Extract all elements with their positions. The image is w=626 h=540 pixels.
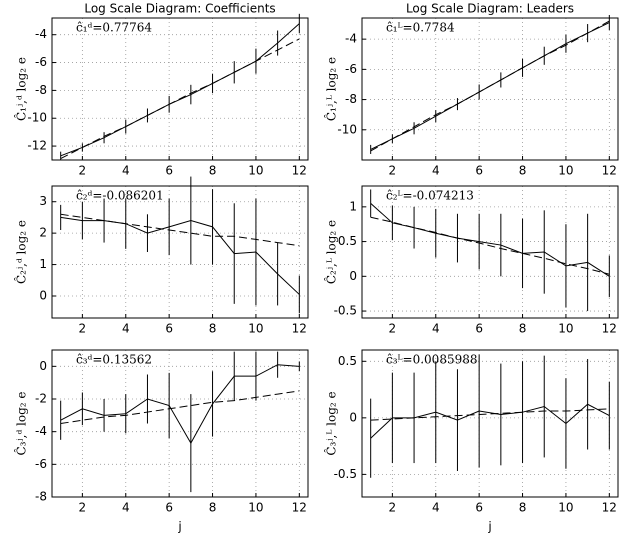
fit-line xyxy=(370,408,610,421)
y-tick-label: -8 xyxy=(35,490,47,504)
x-tick-label: 10 xyxy=(558,164,573,178)
x-tick-label: 2 xyxy=(389,164,397,178)
x-tick-label: 8 xyxy=(209,501,217,515)
x-tick-label: 4 xyxy=(122,322,130,336)
x-tick-label: 12 xyxy=(602,164,617,178)
x-tick-label: 2 xyxy=(79,164,87,178)
fit-line xyxy=(60,213,300,247)
y-tick-label: -4 xyxy=(35,424,47,438)
x-tick-label: 4 xyxy=(432,322,440,336)
y-tick-label: -4 xyxy=(345,32,357,46)
y-tick-label: 0 xyxy=(39,289,47,303)
y-tick-label: -8 xyxy=(35,83,47,97)
chart-title: Log Scale Diagram: Coefficients xyxy=(84,2,275,16)
y-tick-label: 0.5 xyxy=(338,234,357,248)
y-tick-label: -8 xyxy=(345,92,357,106)
y-tick-label: -0.5 xyxy=(334,467,357,481)
x-tick-label: 8 xyxy=(519,501,527,515)
plot-frame xyxy=(51,349,309,498)
fit-line xyxy=(370,20,610,152)
y-tick-label: 0 xyxy=(349,410,357,424)
y-tick-label: 1 xyxy=(39,257,47,271)
x-axis-label: j xyxy=(177,520,181,534)
x-tick-label: 8 xyxy=(209,164,217,178)
x-tick-label: 10 xyxy=(558,501,573,515)
x-tick-label: 6 xyxy=(475,501,483,515)
x-tick-label: 4 xyxy=(122,164,130,178)
y-axis-label: Ĉ₂ʲ,ᵈ log₂ e xyxy=(13,220,29,284)
y-tick-label: 0 xyxy=(349,269,357,283)
y-tick-label: -0.5 xyxy=(334,304,357,318)
y-tick-label: -10 xyxy=(337,122,357,136)
x-tick-label: 8 xyxy=(209,322,217,336)
x-tick-label: 2 xyxy=(79,501,87,515)
annotation: ĉ₂ᵈ=-0.086201 xyxy=(76,189,164,203)
data-line xyxy=(60,364,300,445)
x-tick-label: 12 xyxy=(292,164,307,178)
y-axis-label: Ĉ₂ʲ,ᴸ log₂ e xyxy=(323,220,339,284)
x-tick-label: 8 xyxy=(519,164,527,178)
x-tick-label: 6 xyxy=(165,322,173,336)
x-tick-label: 6 xyxy=(475,164,483,178)
y-axis-label: Ĉ₃ʲ,ᴸ log₂ e xyxy=(323,391,339,455)
x-tick-label: 4 xyxy=(432,501,440,515)
annotation: ĉ₂ᴸ=-0.074213 xyxy=(386,189,474,203)
x-axis-label: j xyxy=(487,520,491,534)
x-tick-label: 4 xyxy=(122,501,130,515)
x-tick-label: 6 xyxy=(475,322,483,336)
y-tick-label: -10 xyxy=(27,111,47,125)
plot-frame xyxy=(361,349,619,498)
x-tick-label: 2 xyxy=(79,322,87,336)
x-tick-label: 10 xyxy=(248,164,263,178)
y-tick-label: -6 xyxy=(345,62,357,76)
y-tick-label: -6 xyxy=(35,55,47,69)
x-tick-label: 6 xyxy=(165,501,173,515)
y-tick-label: 0.5 xyxy=(338,354,357,368)
data-line xyxy=(60,23,300,157)
annotation: ĉ₁ᴸ=0.7784 xyxy=(386,21,455,35)
y-tick-label: 1 xyxy=(349,199,357,213)
x-tick-label: 12 xyxy=(602,501,617,515)
x-tick-label: 10 xyxy=(558,322,573,336)
x-tick-label: 12 xyxy=(292,501,307,515)
x-tick-label: 2 xyxy=(389,322,397,336)
x-tick-label: 12 xyxy=(602,322,617,336)
y-tick-label: 0 xyxy=(39,359,47,373)
fit-line xyxy=(370,216,610,275)
x-tick-label: 8 xyxy=(519,322,527,336)
x-tick-label: 10 xyxy=(248,501,263,515)
plot-frame xyxy=(361,17,619,161)
plot-frame xyxy=(51,185,309,319)
y-axis-label: Ĉ₃ʲ,ᵈ log₂ e xyxy=(13,391,29,455)
x-tick-label: 2 xyxy=(389,501,397,515)
y-tick-label: -4 xyxy=(35,27,47,41)
y-axis-label: Ĉ₁ʲ,ᵈ log₂ e xyxy=(13,57,29,121)
y-tick-label: -12 xyxy=(27,139,47,153)
y-tick-label: -6 xyxy=(35,457,47,471)
data-line xyxy=(370,403,610,439)
annotation: ĉ₁ᵈ=0.77764 xyxy=(76,21,152,35)
x-tick-label: 12 xyxy=(292,322,307,336)
chart-title: Log Scale Diagram: Leaders xyxy=(406,2,574,16)
y-tick-label: -2 xyxy=(35,392,47,406)
y-tick-label: 3 xyxy=(39,194,47,208)
annotation: ĉ₃ᵈ=0.13562 xyxy=(76,353,152,367)
x-tick-label: 6 xyxy=(165,164,173,178)
y-tick-label: 2 xyxy=(39,226,47,240)
x-tick-label: 4 xyxy=(432,164,440,178)
annotation: ĉ₃ᴸ=0.0085988 xyxy=(386,353,478,367)
plot-frame xyxy=(51,17,309,161)
x-tick-label: 10 xyxy=(248,322,263,336)
fit-line xyxy=(60,390,300,424)
plot-frame xyxy=(361,185,619,319)
data-line xyxy=(60,216,300,295)
y-axis-label: Ĉ₁ʲ,ᴸ log₂ e xyxy=(323,57,339,121)
fit-line xyxy=(60,38,300,160)
